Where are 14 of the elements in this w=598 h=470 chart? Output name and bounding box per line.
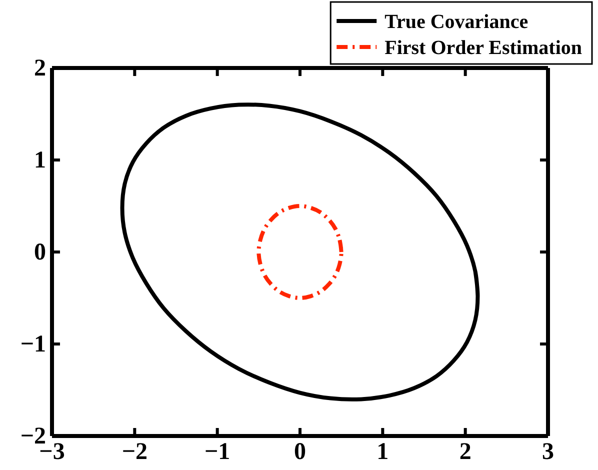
x-tick-label: 1 (376, 439, 389, 466)
x-tick-label: 2 (459, 439, 472, 466)
y-tick-label: 0 (34, 240, 46, 266)
y-tick-label: −1 (20, 332, 46, 358)
line-series (120, 102, 480, 402)
y-tick-label: 1 (34, 148, 46, 174)
line-series (256, 204, 344, 300)
legend-label: True Covariance (384, 11, 528, 33)
x-tick-label: −2 (122, 439, 148, 466)
x-tick-label: −1 (204, 439, 230, 466)
x-tick-label: 0 (294, 439, 306, 466)
x-tick-label: 3 (542, 439, 554, 466)
legend-label: First Order Estimation (384, 37, 582, 59)
y-tick-label: 2 (34, 56, 46, 82)
